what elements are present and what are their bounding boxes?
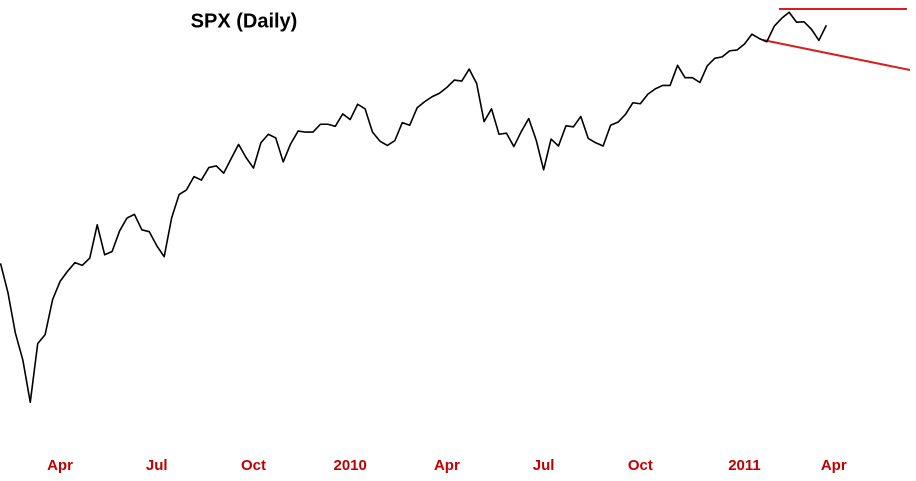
x-tick-label: 2011 <box>728 457 761 474</box>
x-tick-label: Oct <box>628 457 653 474</box>
x-tick-label: Apr <box>434 457 460 474</box>
x-tick-label: 2010 <box>333 457 366 474</box>
x-tick-label: Apr <box>821 457 847 474</box>
support-line <box>762 39 911 71</box>
x-tick-label: Jul <box>533 457 555 474</box>
x-tick-label: Jul <box>146 457 168 474</box>
price-line <box>0 11 828 404</box>
x-tick-label: Apr <box>47 457 73 474</box>
x-tick-label: Oct <box>241 457 266 474</box>
chart-title: SPX (Daily) <box>191 10 298 32</box>
